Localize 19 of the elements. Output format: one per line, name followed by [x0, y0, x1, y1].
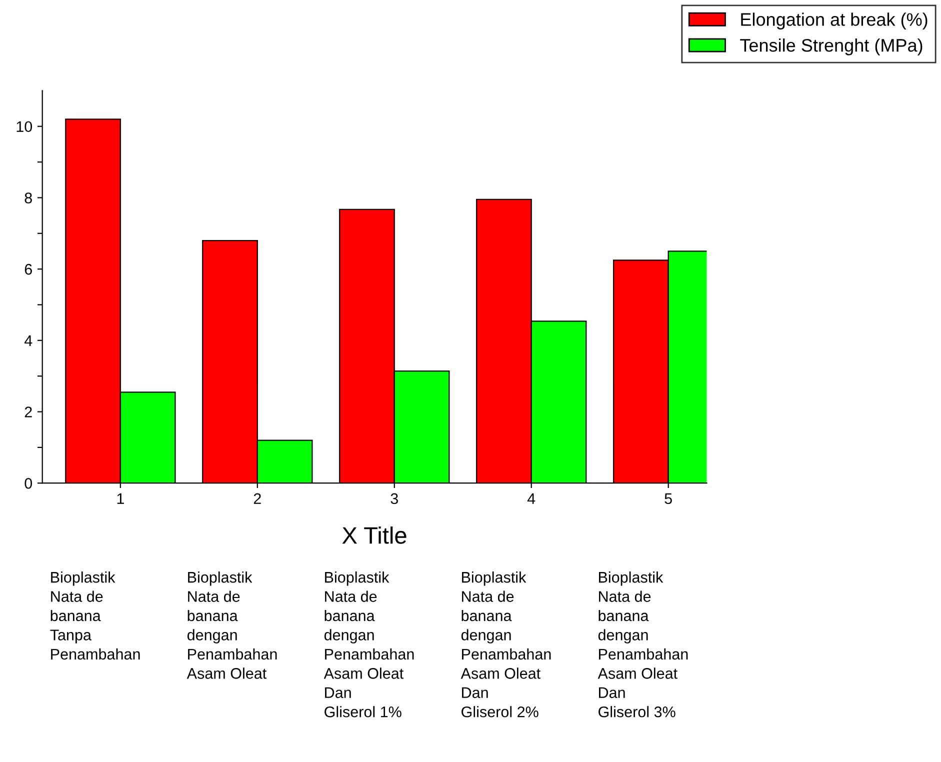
legend-label: Elongation at break (%) — [741, 12, 928, 30]
x-tick-label: 5 — [664, 493, 672, 504]
x-axis-title: X Title — [342, 526, 406, 544]
y-tick-label: 10 — [16, 121, 32, 132]
text: Bioplastik Nata de banana dengan Penambahan Asam Oleat — [186, 572, 277, 679]
x-tick-label: 4 — [527, 493, 536, 504]
x-tick-label: 1 — [117, 493, 124, 504]
text: Bioplastik Nata de banana dengan Penambahan Asam Oleat Dan Gliserol 2% — [460, 572, 551, 718]
text: Bioplastik Nata de banana dengan Penambahan Asam Oleat Dan Gliserol 1% — [324, 572, 414, 718]
y-tick-label: 2 — [24, 406, 32, 418]
text: Bioplastik Nata de banana dengan Penambahan Asam Oleat Dan Gliserol 3% — [598, 572, 688, 718]
x-tick-label: 3 — [390, 493, 398, 504]
x-tick-label: 2 — [254, 493, 261, 504]
y-tick-label: 8 — [24, 192, 32, 204]
y-tick-label: 0 — [24, 478, 32, 489]
text: Bioplastik Nata de banana Tanpa Penambahan — [50, 572, 140, 660]
y-tick-label: 6 — [24, 264, 32, 275]
y-tick-label: 4 — [24, 335, 32, 346]
legend-label: Tensile Strenght (MPa) — [740, 38, 922, 56]
